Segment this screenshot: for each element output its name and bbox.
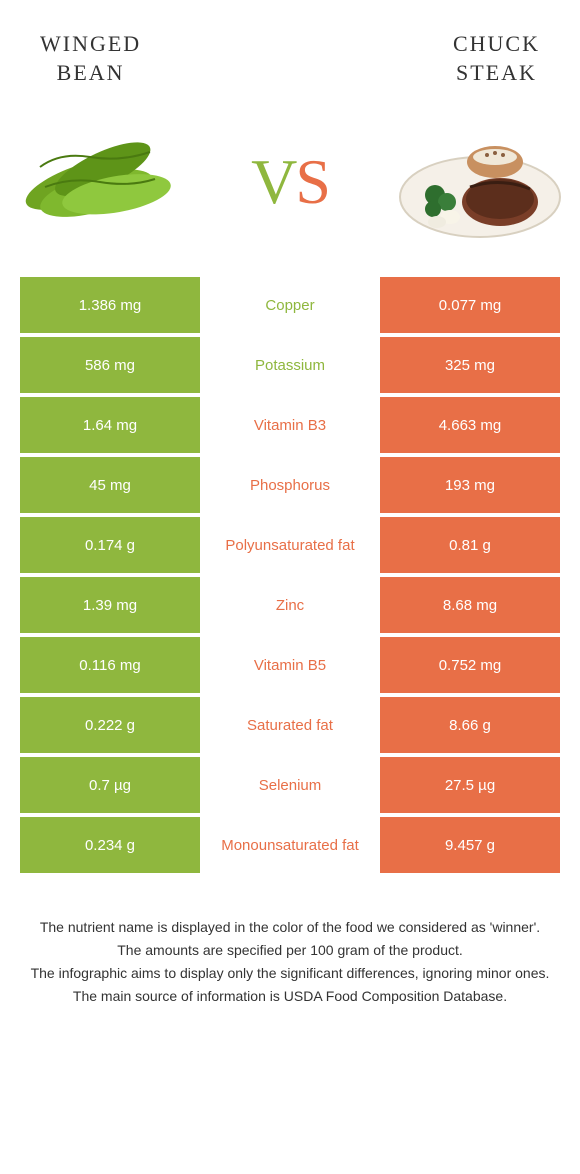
nutrient-label: Phosphorus (200, 457, 380, 513)
table-row: 1.64 mgVitamin B34.663 mg (20, 397, 560, 453)
left-value: 0.222 g (20, 697, 200, 753)
right-value: 8.66 g (380, 697, 560, 753)
nutrient-label: Monounsaturated fat (200, 817, 380, 873)
right-food-title: Chuck steak (453, 30, 540, 87)
right-food-image (395, 117, 565, 247)
table-row: 0.174 gPolyunsaturated fat0.81 g (20, 517, 560, 573)
header: Winged bean Chuck steak (0, 0, 580, 97)
right-value: 9.457 g (380, 817, 560, 873)
right-value: 0.077 mg (380, 277, 560, 333)
right-value: 0.752 mg (380, 637, 560, 693)
table-row: 586 mgPotassium325 mg (20, 337, 560, 393)
left-value: 45 mg (20, 457, 200, 513)
left-value: 0.7 µg (20, 757, 200, 813)
table-row: 45 mgPhosphorus193 mg (20, 457, 560, 513)
left-food-title: Winged bean (40, 30, 141, 87)
left-value: 0.234 g (20, 817, 200, 873)
right-value: 193 mg (380, 457, 560, 513)
nutrient-label: Vitamin B5 (200, 637, 380, 693)
table-row: 0.234 gMonounsaturated fat9.457 g (20, 817, 560, 873)
left-value: 0.116 mg (20, 637, 200, 693)
nutrient-label: Copper (200, 277, 380, 333)
table-row: 0.116 mgVitamin B50.752 mg (20, 637, 560, 693)
footer-line-1: The nutrient name is displayed in the co… (30, 917, 550, 938)
left-value: 1.64 mg (20, 397, 200, 453)
right-value: 27.5 µg (380, 757, 560, 813)
left-value: 586 mg (20, 337, 200, 393)
nutrient-label: Polyunsaturated fat (200, 517, 380, 573)
footer-line-3: The infographic aims to display only the… (30, 963, 550, 984)
nutrient-label: Vitamin B3 (200, 397, 380, 453)
right-value: 4.663 mg (380, 397, 560, 453)
left-food-image (15, 117, 185, 247)
right-value: 8.68 mg (380, 577, 560, 633)
hero-row: VS (0, 97, 580, 277)
footer-notes: The nutrient name is displayed in the co… (0, 877, 580, 1029)
table-row: 0.222 gSaturated fat8.66 g (20, 697, 560, 753)
nutrient-table: 1.386 mgCopper0.077 mg586 mgPotassium325… (0, 277, 580, 873)
left-value: 1.386 mg (20, 277, 200, 333)
right-value: 0.81 g (380, 517, 560, 573)
footer-line-4: The main source of information is USDA F… (30, 986, 550, 1007)
nutrient-label: Zinc (200, 577, 380, 633)
nutrient-label: Saturated fat (200, 697, 380, 753)
vs-s-letter: S (295, 146, 329, 217)
nutrient-label: Selenium (200, 757, 380, 813)
vs-v-letter: V (251, 146, 295, 217)
footer-line-2: The amounts are specified per 100 gram o… (30, 940, 550, 961)
vs-label: VS (251, 145, 329, 219)
table-row: 1.386 mgCopper0.077 mg (20, 277, 560, 333)
nutrient-label: Potassium (200, 337, 380, 393)
right-value: 325 mg (380, 337, 560, 393)
table-row: 1.39 mgZinc8.68 mg (20, 577, 560, 633)
left-value: 1.39 mg (20, 577, 200, 633)
table-row: 0.7 µgSelenium27.5 µg (20, 757, 560, 813)
left-value: 0.174 g (20, 517, 200, 573)
